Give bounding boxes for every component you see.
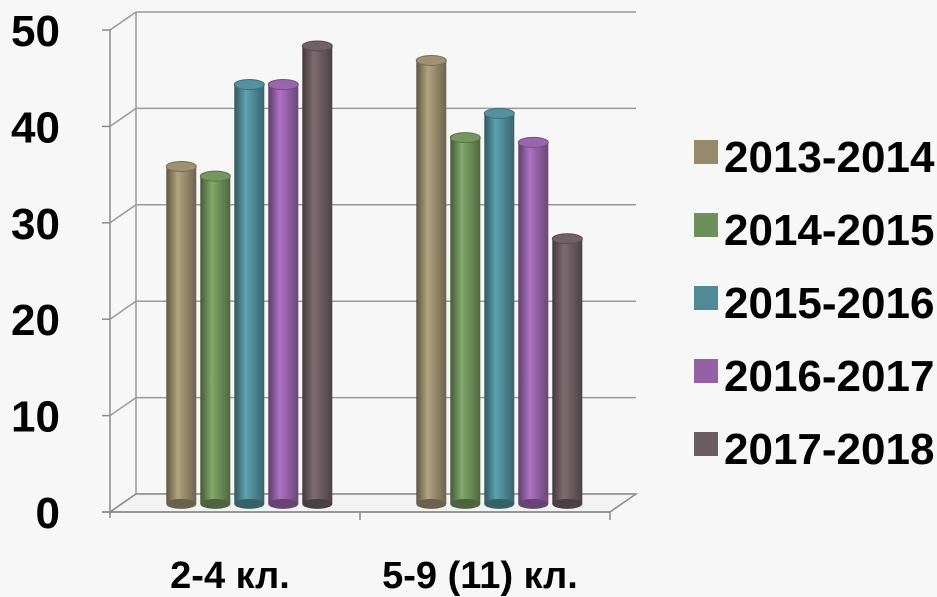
legend-item: 2017-2018 <box>694 425 934 474</box>
bar <box>483 107 515 509</box>
bar <box>415 54 447 509</box>
gridline-diagonal <box>109 107 137 128</box>
gridline-diagonal <box>109 11 137 31</box>
bar <box>267 79 299 509</box>
gridline-diagonal <box>109 204 137 224</box>
bar <box>551 233 583 509</box>
y-tick-label: 0 <box>36 489 60 538</box>
y-tick-label: 30 <box>11 200 60 249</box>
legend-label: 2013-2014 <box>724 133 935 182</box>
legend-item: 2014-2015 <box>694 206 934 255</box>
legend-item: 2016-2017 <box>694 352 934 401</box>
legend-label: 2016-2017 <box>724 352 934 401</box>
legend-label: 2014-2015 <box>724 206 934 255</box>
y-tick-label: 40 <box>11 103 60 152</box>
legend-layer: 2013-2014 2014-2015 2015-2016 2016-2017 2017… <box>694 133 935 474</box>
legend-swatch <box>694 432 718 456</box>
bars-layer <box>165 40 583 509</box>
legend-swatch <box>694 286 718 310</box>
y-tick-label: 20 <box>11 296 60 345</box>
bar <box>517 136 549 509</box>
x-category-label: 5-9 (11) кл. <box>382 555 578 597</box>
legend-swatch <box>694 359 718 383</box>
legend-item: 2013-2014 <box>694 133 935 182</box>
bar <box>199 170 231 509</box>
bar <box>449 132 481 509</box>
gridline-diagonal <box>109 300 137 320</box>
gridline-diagonal <box>109 396 137 417</box>
legend-swatch <box>694 213 718 237</box>
axis-layer: 0 10 20 30 40 50 2-4 кл. 5-9 (11) кл. <box>11 7 611 597</box>
y-tick-label: 10 <box>11 393 60 442</box>
legend-label: 2015-2016 <box>724 279 934 328</box>
bar <box>301 40 333 509</box>
bar <box>165 161 197 509</box>
y-tick-label: 50 <box>11 7 60 56</box>
bar <box>233 79 265 509</box>
legend-label: 2017-2018 <box>724 425 934 474</box>
legend-swatch <box>694 140 718 164</box>
legend-item: 2015-2016 <box>694 279 934 328</box>
x-category-label: 2-4 кл. <box>170 555 290 597</box>
